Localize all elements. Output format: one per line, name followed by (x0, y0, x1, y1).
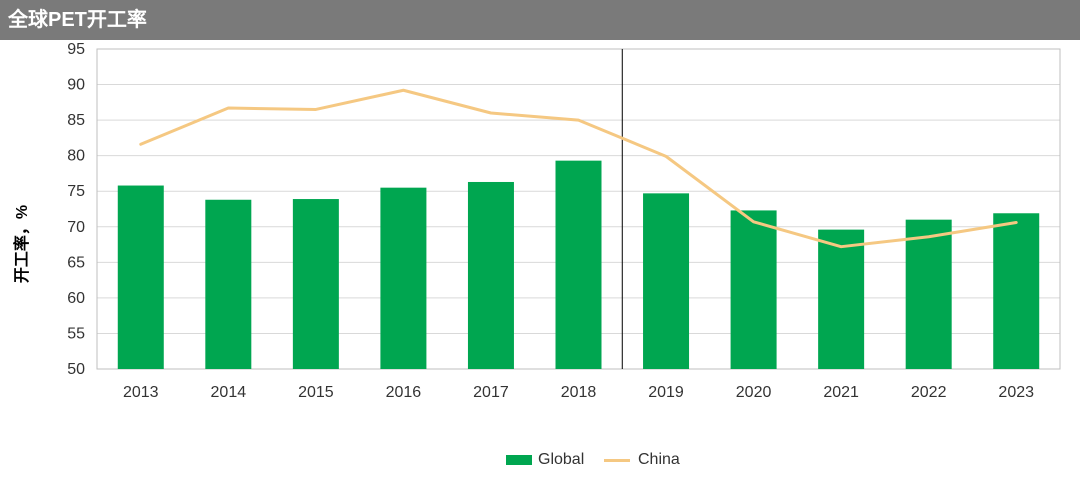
x-tick-label: 2020 (736, 384, 772, 401)
legend-label-china: China (638, 451, 680, 468)
bar-global (380, 187, 427, 369)
bar-global (730, 210, 777, 369)
legend-item-global: Global (506, 448, 584, 472)
x-tick-label: 2016 (386, 384, 422, 401)
bar-global (555, 160, 602, 369)
y-tick-label: 60 (67, 290, 85, 307)
title-bar: 全球PET开工率 (0, 0, 1080, 40)
y-tick-label: 70 (67, 219, 85, 236)
x-tick-label: 2017 (473, 384, 509, 401)
bar-global (993, 213, 1040, 369)
x-tick-label: 2021 (823, 384, 859, 401)
bar-global (292, 199, 339, 369)
line-china (139, 88, 1018, 249)
legend-swatch-global (506, 455, 532, 465)
y-tick-label: 55 (67, 325, 85, 342)
legend: Global China (0, 448, 1080, 472)
y-tick-label: 90 (67, 77, 85, 94)
bar-global (117, 185, 164, 369)
x-tick-label: 2013 (123, 384, 159, 401)
legend-label-global: Global (538, 451, 585, 468)
y-tick-label: 65 (67, 254, 85, 271)
x-tick-label: 2015 (298, 384, 334, 401)
legend-swatch-china (604, 458, 630, 462)
bar-global (905, 219, 952, 369)
y-tick-label: 75 (67, 183, 85, 200)
x-tick-label: 2019 (648, 384, 684, 401)
x-tick-label: 2018 (561, 384, 597, 401)
chart-title: 全球PET开工率 (8, 9, 147, 31)
x-tick-label: 2022 (911, 384, 947, 401)
bar-global (818, 229, 865, 369)
legend-item-china: China (604, 448, 680, 472)
x-tick-label: 2023 (998, 384, 1034, 401)
y-tick-label: 85 (67, 112, 85, 129)
bar-global (467, 181, 514, 369)
x-tick-label: 2014 (211, 384, 247, 401)
y-tick-label: 95 (67, 41, 85, 58)
y-tick-label: 50 (67, 361, 85, 378)
y-tick-label: 80 (67, 148, 85, 165)
bar-global (643, 193, 690, 369)
bar-global (205, 199, 252, 369)
